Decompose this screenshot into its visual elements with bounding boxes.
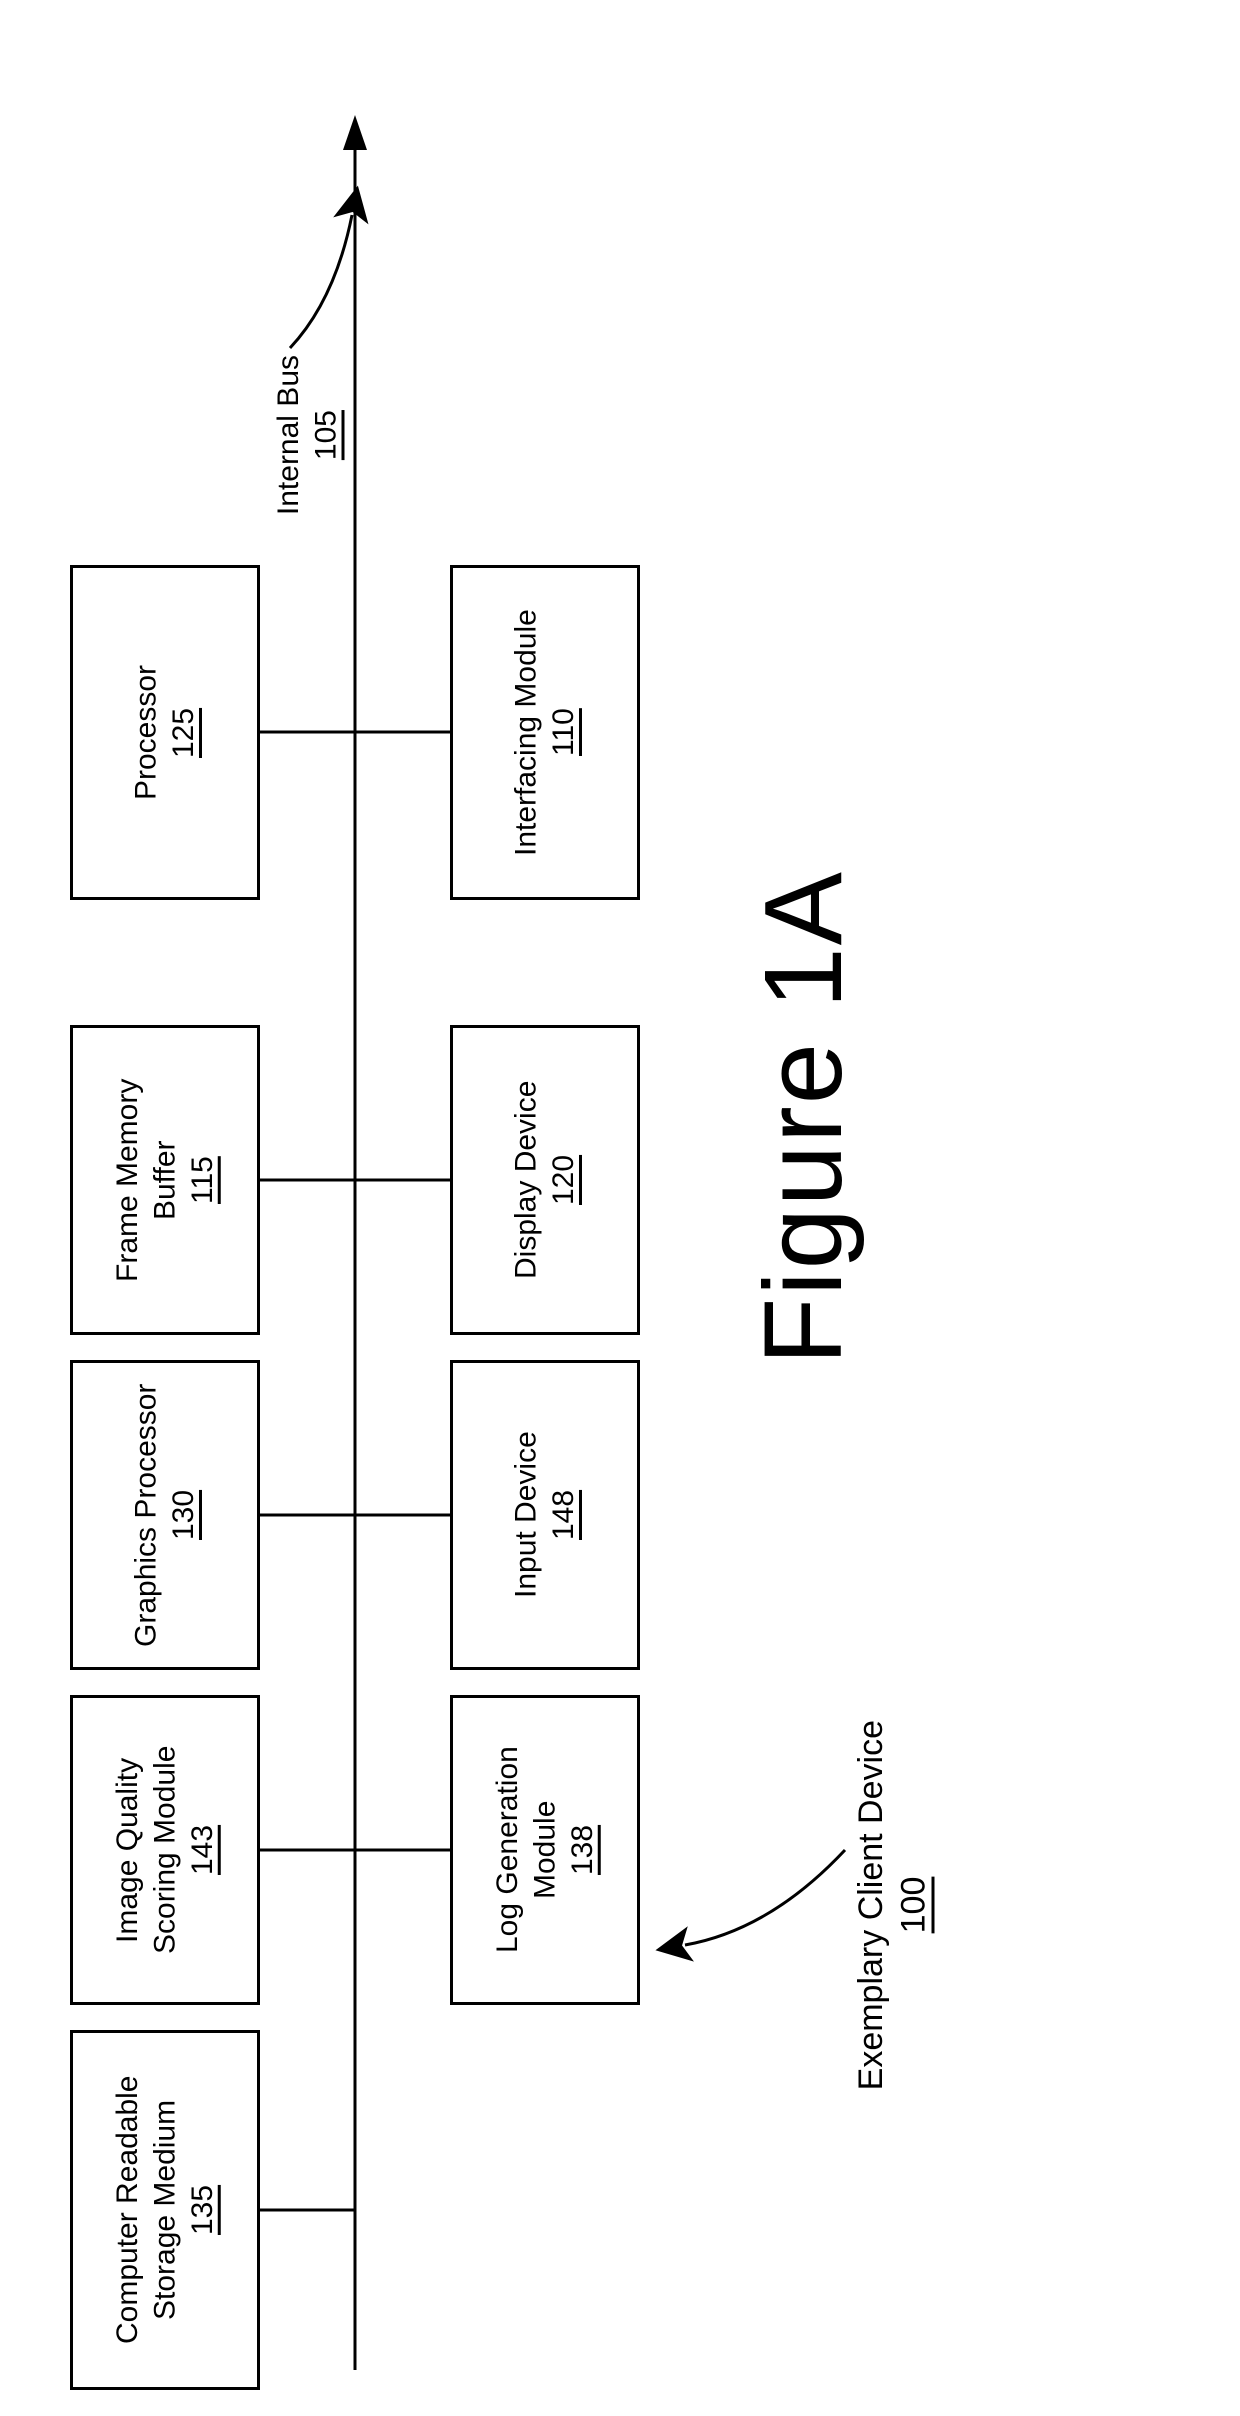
block-ref: 135 [184, 2185, 222, 2235]
block-display-device: Display Device 120 [450, 1025, 640, 1335]
caption-ref: 100 [895, 1877, 933, 1934]
bus-label-ref: 105 [310, 410, 343, 460]
block-ref: 125 [165, 707, 203, 757]
block-processor: Processor 125 [70, 565, 260, 900]
block-label: Computer Readable Storage Medium [109, 2041, 184, 2379]
diagram-canvas: Computer Readable Storage Medium 135 Ima… [0, 0, 1240, 2416]
block-ref: 120 [545, 1155, 583, 1205]
block-ref: 130 [165, 1490, 203, 1540]
block-label: Graphics Processor [128, 1383, 166, 1646]
block-label: Interfacing Module [508, 609, 546, 856]
block-label: Image Quality Scoring Module [109, 1706, 184, 1994]
bus-label: Internal Bus 105 [270, 355, 330, 515]
block-interfacing-module: Interfacing Module 110 [450, 565, 640, 900]
figure-title-text: Figure 1A [742, 870, 865, 1365]
bus-label-arrow [290, 215, 352, 348]
block-ref: 110 [545, 709, 583, 757]
caption-label: Exemplary Client Device 100 [850, 1720, 930, 2090]
caption-text: Exemplary Client Device [852, 1720, 890, 2090]
block-label: Frame Memory Buffer [109, 1036, 184, 1324]
block-storage: Computer Readable Storage Medium 135 [70, 2030, 260, 2390]
block-log-generation: Log Generation Module 138 [450, 1695, 640, 2005]
block-label: Log Generation Module [489, 1706, 564, 1994]
block-input-device: Input Device 148 [450, 1360, 640, 1670]
block-frame-buffer: Frame Memory Buffer 115 [70, 1025, 260, 1335]
block-graphics-processor: Graphics Processor 130 [70, 1360, 260, 1670]
block-ref: 138 [564, 1825, 602, 1875]
figure-title: Figure 1A [740, 870, 867, 1365]
block-iq-scoring: Image Quality Scoring Module 143 [70, 1695, 260, 2005]
block-label: Processor [128, 665, 166, 800]
block-ref: 143 [184, 1825, 222, 1875]
block-label: Input Device [508, 1432, 546, 1599]
block-ref: 115 [184, 1156, 222, 1204]
bus-label-text: Internal Bus [272, 355, 305, 515]
block-label: Display Device [508, 1081, 546, 1279]
bus-arrowhead [343, 115, 367, 150]
caption-arrow [685, 1850, 845, 1945]
block-ref: 148 [545, 1490, 583, 1540]
